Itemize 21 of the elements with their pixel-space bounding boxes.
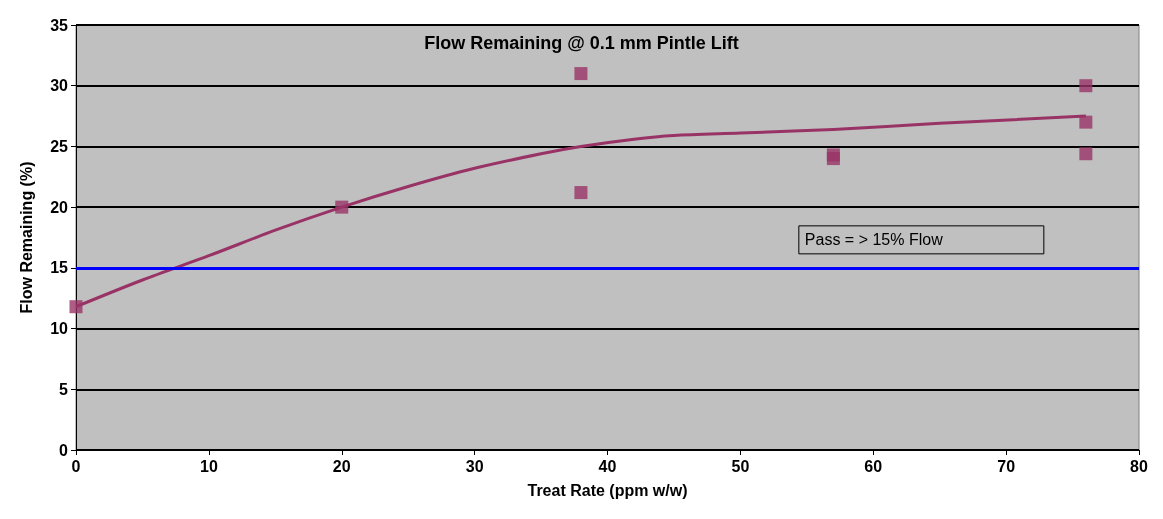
x-tick-label: 30 (465, 457, 484, 475)
y-tick-label: 35 (50, 16, 69, 34)
x-tick-label: 70 (997, 457, 1016, 475)
y-tick-label: 15 (50, 259, 69, 277)
x-tick-label: 50 (731, 457, 750, 475)
x-tick-label: 40 (598, 457, 617, 475)
x-tick-label: 60 (864, 457, 883, 475)
x-tick-label: 10 (199, 457, 218, 475)
x-tick-label: 80 (1130, 457, 1148, 475)
y-tick-label: 25 (50, 137, 69, 155)
x-tick-label: 20 (332, 457, 351, 475)
text: Flow Remaining @ 0.1 mm Pintle Lift (424, 33, 739, 53)
y-tick-label: 0 (59, 441, 69, 459)
x-axis-title: Treat Rate (ppm w/w) (527, 481, 688, 499)
y-axis-title: Flow Remaining (%) (17, 161, 35, 314)
x-tick-label: 0 (71, 457, 81, 475)
y-tick-label: 10 (50, 320, 69, 338)
y-tick-label: 30 (50, 77, 69, 95)
y-tick-label: 5 (59, 380, 69, 398)
y-tick-label: 20 (50, 198, 69, 216)
ref-line-label: Pass = > 15% Flow (804, 231, 944, 249)
